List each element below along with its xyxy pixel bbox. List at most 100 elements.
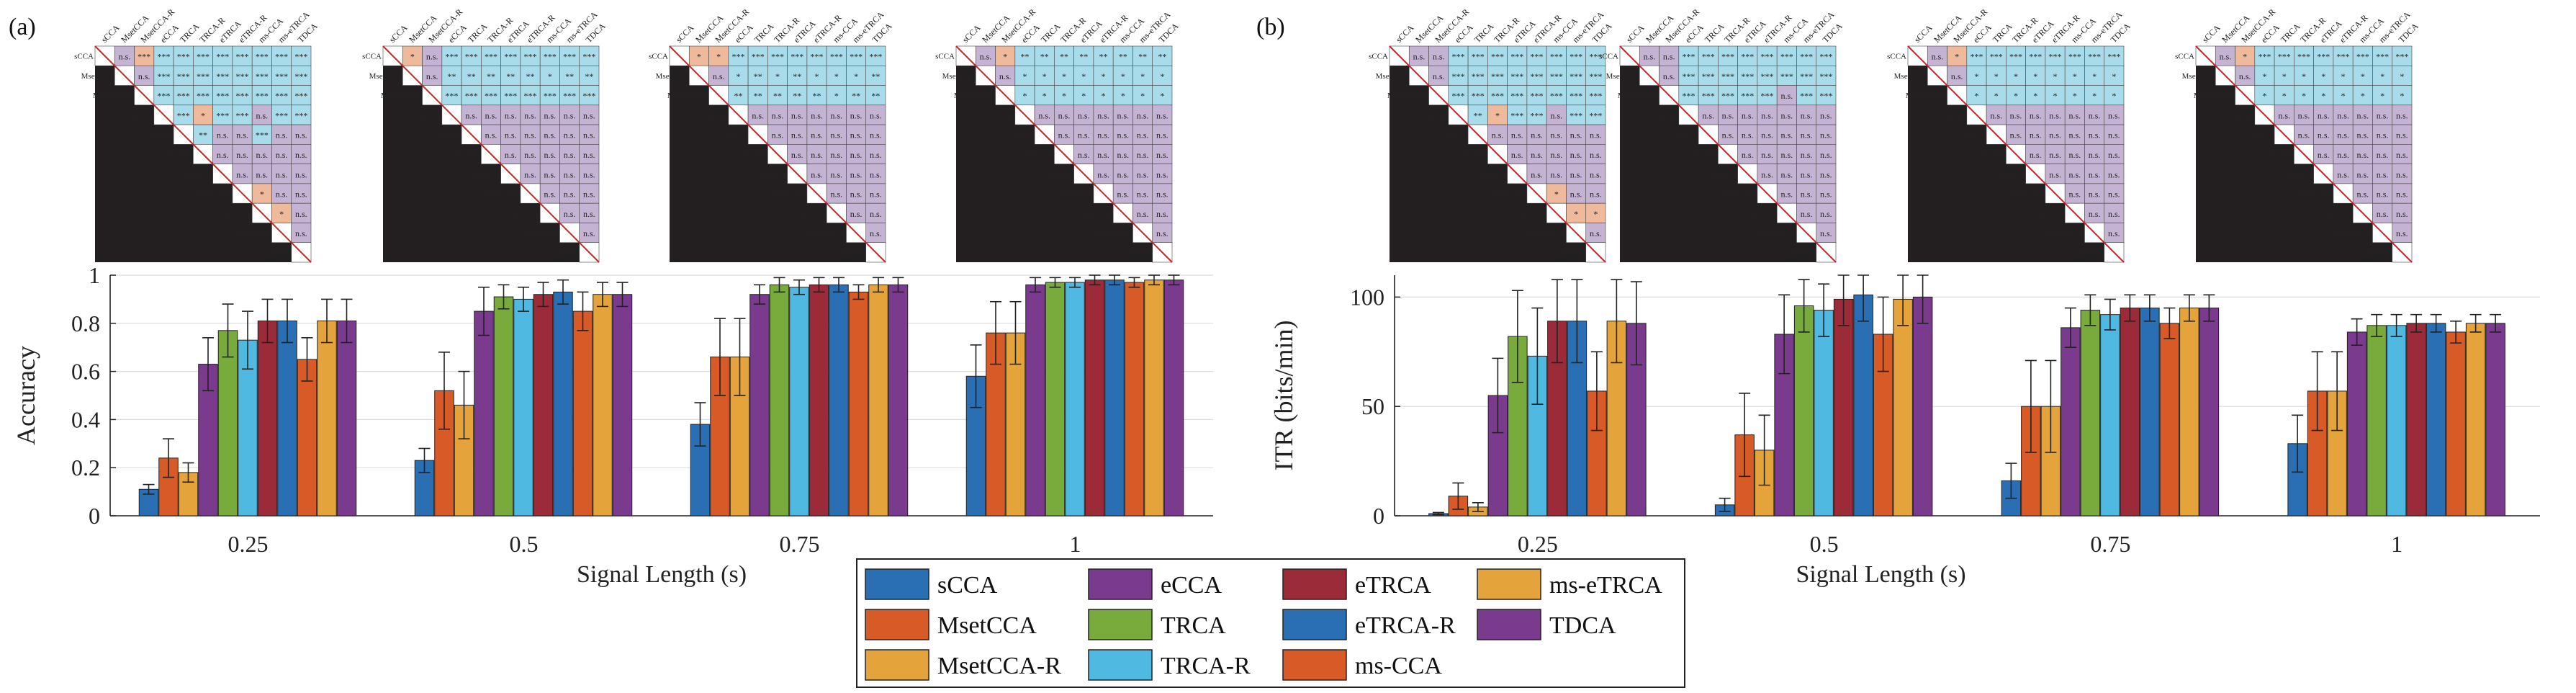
matrix-cell xyxy=(271,164,292,184)
matrix-cell-label: n.s. xyxy=(1722,110,1734,120)
matrix-row-label: ms-eTRCA xyxy=(2335,229,2372,238)
matrix-cell xyxy=(1093,124,1114,145)
matrix-cell-label: * xyxy=(410,52,415,62)
x-tick-label: 0.25 xyxy=(228,531,269,557)
matrix-cell-label: *** xyxy=(524,91,537,101)
matrix-cell xyxy=(846,45,867,66)
matrix-cell xyxy=(1467,45,1488,66)
bar xyxy=(2100,314,2120,517)
matrix-cell-label: n.s. xyxy=(505,130,517,140)
matrix-cell-label: ** xyxy=(793,71,801,81)
matrix-cell-label: n.s. xyxy=(791,150,803,160)
bar xyxy=(1893,298,1913,517)
matrix-cell-label: *** xyxy=(1761,71,1774,81)
matrix-cell xyxy=(1526,45,1547,66)
matrix-cell-label: * xyxy=(1574,209,1578,219)
matrix-cell xyxy=(1698,85,1719,106)
matrix-cell-label: *** xyxy=(157,91,170,101)
matrix-cell-label: n.s. xyxy=(2396,150,2408,160)
matrix-cell xyxy=(1757,144,1778,164)
matrix-diagonal-line xyxy=(767,143,788,165)
matrix-cell xyxy=(520,144,541,164)
matrix-cell xyxy=(1526,164,1547,184)
matrix-cell-label: n.s. xyxy=(2089,189,2101,200)
matrix-cell xyxy=(1093,104,1114,125)
matrix-diagonal-line xyxy=(1585,242,1606,263)
matrix-cell-label: n.s. xyxy=(2030,150,2042,160)
bar xyxy=(1084,280,1105,517)
matrix-row-label: TDCA xyxy=(2081,249,2103,257)
matrix-row-label: eTRCA xyxy=(2287,170,2312,179)
matrix-column-label: TRCA xyxy=(2279,21,2302,45)
matrix-diagonal-line xyxy=(1737,163,1758,184)
matrix-row-label: TRCA xyxy=(1012,131,1033,140)
matrix-cell-label: n.s. xyxy=(1570,130,1582,140)
matrix-cell-label: *** xyxy=(197,91,210,101)
matrix-cell-label: *** xyxy=(138,52,150,62)
matrix-cell xyxy=(1526,144,1547,164)
matrix-cell xyxy=(1073,85,1094,106)
matrix-cell-label: * xyxy=(1102,91,1106,101)
matrix-cell xyxy=(2084,104,2105,125)
matrix-cell-label: n.s. xyxy=(2377,189,2389,200)
matrix-cell xyxy=(1776,164,1797,184)
matrix-cell-label: ** xyxy=(1099,52,1108,62)
matrix-cell-label: n.s. xyxy=(524,169,536,179)
bar xyxy=(533,294,554,517)
matrix-cell-label: * xyxy=(1081,71,1086,81)
matrix-cell xyxy=(1054,124,1074,145)
matrix-cell-label: *** xyxy=(1819,91,1832,101)
matrix-diagonal-line xyxy=(114,65,135,86)
matrix-diagonal-line xyxy=(747,124,769,146)
matrix-cell xyxy=(579,124,600,145)
matrix-cell xyxy=(1054,104,1074,125)
matrix-cell-label: n.s. xyxy=(1801,110,1813,120)
matrix-row-label: ms-eTRCA xyxy=(1759,229,1796,238)
matrix-cell xyxy=(271,45,292,66)
matrix-cell-label: *** xyxy=(157,71,170,81)
matrix-cell xyxy=(1737,104,1758,125)
matrix-cell-label: *** xyxy=(1990,52,2003,62)
matrix-cell xyxy=(826,183,847,204)
matrix-cell xyxy=(1585,85,1606,106)
matrix-cell-label: n.s. xyxy=(811,169,823,179)
matrix-cell-label: n.s. xyxy=(583,228,595,238)
matrix-cell-label: n.s. xyxy=(850,110,863,120)
matrix-row-label: sCCA xyxy=(74,53,94,61)
matrix-column-label: TRCA xyxy=(1991,21,2014,45)
matrix-cell xyxy=(865,65,886,86)
matrix-cell xyxy=(2064,85,2085,106)
matrix-cell-label: n.s. xyxy=(2396,169,2408,179)
matrix-column-label: sCCA xyxy=(674,22,696,45)
matrix-cell-label: * xyxy=(854,71,858,81)
matrix-diagonal-line xyxy=(1467,124,1489,146)
matrix-cell-label: ** xyxy=(467,71,476,81)
matrix-cell xyxy=(1796,65,1817,86)
bar xyxy=(178,472,199,517)
matrix-cell xyxy=(1487,85,1508,106)
matrix-cell-label: n.s. xyxy=(2377,150,2389,160)
matrix-cell xyxy=(2392,124,2413,145)
matrix-cell xyxy=(2084,124,2105,145)
matrix-cell xyxy=(2313,45,2334,66)
matrix-cell-label: n.s. xyxy=(544,169,556,179)
matrix-cell-label: *** xyxy=(791,52,803,62)
matrix-row-label: sCCA xyxy=(1599,53,1618,61)
matrix-cell-label: *** xyxy=(1800,91,1813,101)
matrix-row-label: ms-CCA xyxy=(2323,210,2351,218)
matrix-cell-label: * xyxy=(1554,189,1559,200)
matrix-cell-label: n.s. xyxy=(1761,130,1773,140)
matrix-cell xyxy=(1093,65,1114,86)
matrix-diagonal-line xyxy=(441,104,462,125)
matrix-cell-label: *** xyxy=(1721,71,1734,81)
matrix-cell-label: *** xyxy=(177,71,190,81)
matrix-row-label: eCCA xyxy=(994,111,1014,120)
matrix-cell-label: n.s. xyxy=(276,150,288,160)
matrix-cell-label: * xyxy=(1042,91,1047,101)
matrix-row-label: TRCA xyxy=(1964,131,1985,140)
matrix-cell xyxy=(846,202,867,223)
matrix-cell xyxy=(1546,85,1567,106)
matrix-cell-label: n.s. xyxy=(1137,189,1149,200)
matrix-cell-label: *** xyxy=(177,110,190,120)
matrix-row-label: TDCA xyxy=(1130,249,1151,257)
